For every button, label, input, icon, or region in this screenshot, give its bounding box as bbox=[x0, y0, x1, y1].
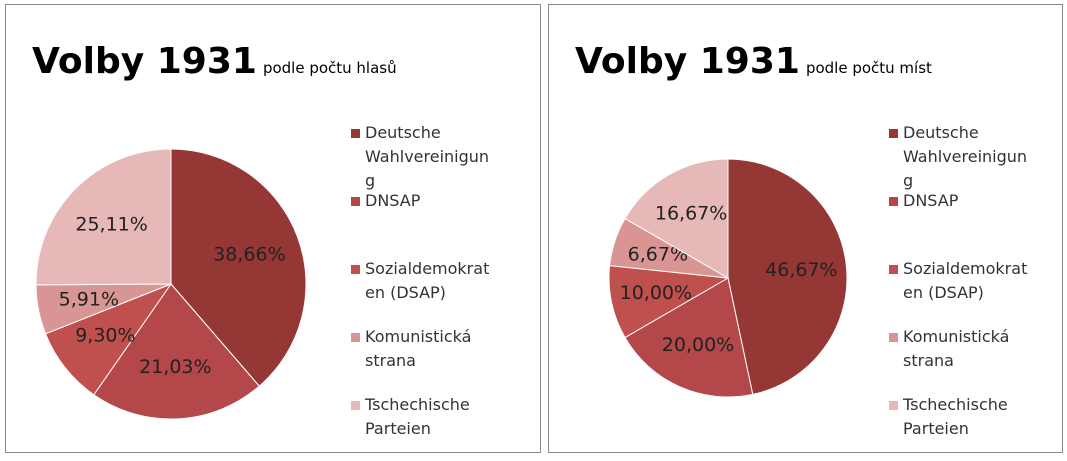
legend-item: Komunistická strana bbox=[889, 325, 1035, 393]
legend-item: Tschechische Parteien bbox=[889, 393, 1035, 461]
data-label: 10,00% bbox=[620, 282, 692, 304]
subtitle: podle počtu míst bbox=[805, 59, 932, 77]
legend-swatch bbox=[889, 401, 898, 410]
legend-label: Tschechische Parteien bbox=[903, 395, 1008, 438]
legend-label: DNSAP bbox=[365, 191, 421, 210]
legend-item: Deutsche Wahlvereinigung bbox=[889, 121, 1035, 190]
pie-slice bbox=[624, 158, 729, 279]
legend-swatch bbox=[889, 197, 898, 206]
legend-swatch bbox=[351, 265, 360, 274]
pie-slice bbox=[608, 265, 730, 339]
data-label: 46,67% bbox=[765, 259, 837, 281]
data-label: 25,11% bbox=[75, 214, 147, 236]
pie-slice bbox=[93, 283, 260, 420]
title-main: Volby 1931 bbox=[575, 41, 800, 82]
legend-swatch bbox=[351, 129, 360, 138]
data-label: 6,67% bbox=[628, 244, 688, 266]
chart-panel: Volby 1931 podle počtu hlasů 38,66% 21,03% 9… bbox=[5, 4, 541, 453]
legend-swatch bbox=[351, 197, 360, 206]
pie-slice bbox=[170, 148, 307, 387]
chart-title: Volby 1931 podle počtu hlasů bbox=[32, 41, 397, 82]
pie-slice bbox=[727, 158, 848, 395]
data-label: 20,00% bbox=[662, 334, 734, 356]
legend-label: Deutsche Wahlvereinigung bbox=[903, 123, 1028, 190]
data-label: 38,66% bbox=[213, 243, 285, 265]
legend-swatch bbox=[889, 129, 898, 138]
pie: 38,66% 21,03%9,30% 5,91% 25,11% bbox=[35, 148, 307, 420]
legend-label: Deutsche Wahlvereinigung bbox=[365, 123, 490, 190]
legend-swatch bbox=[889, 333, 898, 342]
data-label: 5,91% bbox=[59, 289, 119, 311]
legend-swatch bbox=[351, 333, 360, 342]
legend-item: Sozialdemokraten (DSAP) bbox=[351, 257, 497, 325]
legend-label: DNSAP bbox=[903, 191, 959, 210]
legend-label: Sozialdemokraten (DSAP) bbox=[903, 259, 1028, 302]
pie-slice bbox=[44, 282, 173, 396]
pie: 46,67% 20,00% 10,00% 6,67% 16,67% bbox=[608, 158, 848, 398]
legend-swatch bbox=[889, 265, 898, 274]
legend-item: Sozialdemokraten (DSAP) bbox=[889, 257, 1035, 325]
legend-label: Tschechische Parteien bbox=[365, 395, 470, 438]
legend-item: Tschechische Parteien bbox=[351, 393, 497, 461]
subtitle: podle počtu hlasů bbox=[262, 59, 397, 77]
legend-item: DNSAP bbox=[889, 189, 1035, 257]
data-label: 21,03% bbox=[139, 356, 211, 378]
legend-swatch bbox=[351, 401, 360, 410]
title-main: Volby 1931 bbox=[32, 41, 257, 82]
chart-title: Volby 1931 podle počtu míst bbox=[575, 41, 932, 82]
legend: Deutsche Wahlvereinigung DNSAP Sozialdemok… bbox=[889, 121, 1049, 461]
pie-slice bbox=[624, 277, 754, 398]
data-label: 9,30% bbox=[75, 324, 135, 346]
legend-label: Komunistická strana bbox=[365, 327, 472, 370]
legend: Deutsche Wahlvereinigung DNSAP Sozialdemok… bbox=[351, 121, 511, 461]
chart-panel: Volby 1931 podle počtu míst 46,67% 20,00% 10… bbox=[548, 4, 1063, 453]
legend-label: Komunistická strana bbox=[903, 327, 1010, 370]
legend-item: Komunistická strana bbox=[351, 325, 497, 393]
legend-label: Sozialdemokraten (DSAP) bbox=[365, 259, 490, 302]
legend-item: Deutsche Wahlvereinigung bbox=[351, 121, 497, 190]
legend-item: DNSAP bbox=[351, 189, 497, 257]
data-label: 16,67% bbox=[655, 203, 727, 225]
pie-slice bbox=[35, 148, 172, 286]
